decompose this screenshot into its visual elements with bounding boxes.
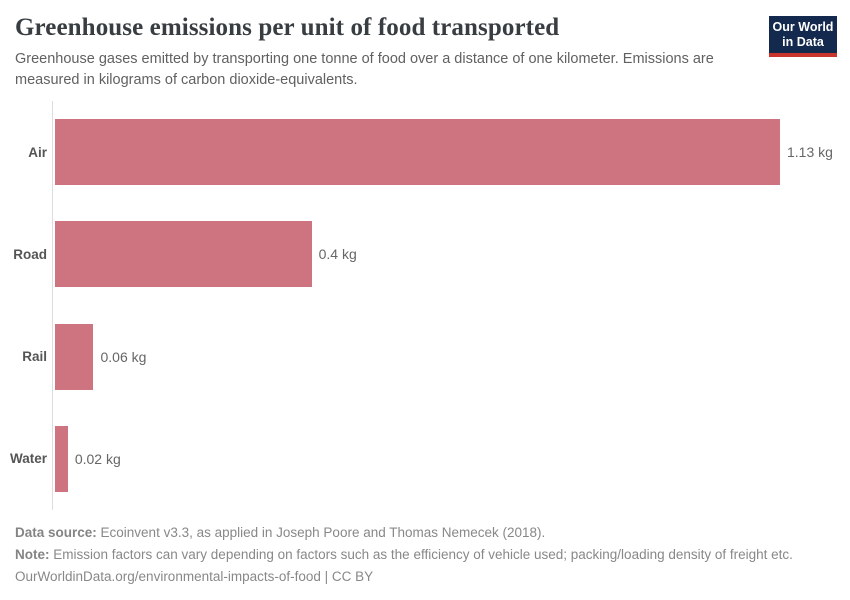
value-label-water: 0.02 kg: [74, 450, 121, 467]
url-line: OurWorldinData.org/environmental-impacts…: [15, 569, 374, 584]
category-label-road: Road: [13, 246, 47, 262]
data-source-line: Data source: Ecoinvent v3.3, as applied …: [15, 522, 835, 544]
category-label-rail: Rail: [22, 349, 47, 365]
owid-logo-line1: Our World: [772, 20, 834, 34]
chart-subtitle: Greenhouse gases emitted by transporting…: [15, 51, 714, 88]
bar-row: Air 1.13 kg: [0, 101, 850, 203]
chart-header: Greenhouse emissions per unit of food tr…: [0, 0, 850, 91]
bar-row: Rail 0.06 kg: [0, 306, 850, 408]
category-label-air: Air: [28, 144, 47, 160]
owid-logo-line2: in Data: [782, 35, 824, 49]
chart-title: Greenhouse emissions per unit of food tr…: [15, 14, 560, 41]
value-label-road: 0.4 kg: [318, 246, 357, 263]
bar-rail[interactable]: [55, 323, 94, 390]
bar-road[interactable]: [55, 221, 312, 288]
bar-row: Water 0.02 kg: [0, 408, 850, 510]
owid-logo: Our World in Data: [769, 16, 837, 57]
y-axis-line: [52, 101, 53, 510]
bar-row: Road 0.4 kg: [0, 203, 850, 305]
value-label-air: 1.13 kg: [787, 144, 833, 161]
value-label-rail: 0.06 kg: [100, 348, 147, 365]
data-source-label: Data source:: [15, 525, 97, 540]
note-text: Emission factors can vary depending on f…: [49, 547, 793, 562]
note-line: Note: Emission factors can vary dependin…: [15, 544, 835, 566]
bar-water[interactable]: [55, 425, 68, 492]
plot-area: Air 1.13 kg Road 0.4 kg Rail 0.06 kg Water 0.02…: [0, 101, 850, 510]
category-label-water: Water: [9, 451, 47, 467]
bar-air[interactable]: [55, 119, 780, 186]
note-label: Note:: [15, 547, 50, 562]
data-source-text: Ecoinvent v3.3, as applied in Joseph Poo…: [96, 525, 546, 540]
chart-footer: Data source: Ecoinvent v3.3, as applied …: [0, 510, 850, 588]
